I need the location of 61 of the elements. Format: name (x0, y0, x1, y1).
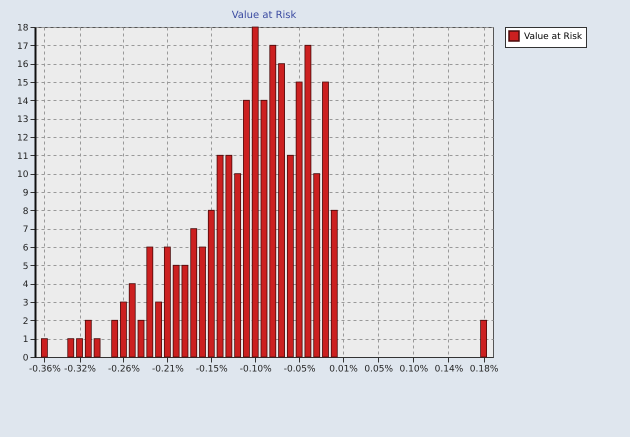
bar (278, 63, 285, 358)
y-tick-label: 17 (17, 42, 28, 52)
bar (94, 338, 100, 358)
y-tick-label: 11 (17, 152, 28, 162)
y-tick-label: 18 (17, 24, 29, 34)
bar (216, 154, 224, 358)
bar (164, 246, 171, 358)
y-tick-label: 14 (17, 96, 29, 107)
x-tick-label: -0.26% (108, 364, 140, 374)
x-tick-label: 0.01% (329, 364, 358, 374)
y-tick-label: 13 (17, 115, 28, 126)
y-tick-label: 7 (22, 225, 28, 236)
bar (120, 302, 127, 358)
y-tick-label: 5 (22, 262, 28, 272)
bar (182, 264, 188, 358)
x-tick-label: 0.10% (400, 364, 429, 374)
bar (260, 100, 268, 358)
bar (322, 82, 329, 358)
bar (330, 210, 338, 358)
y-tick-label: 3 (22, 298, 28, 308)
bar (199, 246, 206, 358)
x-tick-label: 0.18% (470, 364, 499, 374)
bar (480, 320, 488, 358)
x-tick-label: -0.05% (284, 364, 316, 374)
bar (304, 44, 312, 358)
x-tick-label: -0.10% (240, 364, 272, 374)
bar (269, 44, 276, 358)
x-tick-label: 0.14% (434, 364, 464, 374)
bar (146, 246, 154, 358)
y-tick-label: 12 (17, 134, 28, 144)
y-tick-label: 9 (22, 188, 29, 198)
bar (190, 228, 198, 358)
y-tick-label: 10 (17, 170, 29, 180)
bar (128, 283, 136, 358)
x-tick-label: -0.32% (64, 364, 96, 374)
bar (172, 264, 180, 358)
bar (138, 320, 144, 358)
x-tick-label: -0.21% (152, 364, 184, 374)
bar (155, 302, 162, 358)
y-tick-label: 15 (17, 78, 28, 88)
bar (313, 173, 320, 358)
y-tick-label: 1 (22, 335, 28, 346)
legend-label: Value at Risk (524, 32, 583, 42)
y-tick-label: 4 (22, 280, 29, 290)
bar (208, 210, 215, 358)
y-tick-label: 6 (22, 244, 29, 254)
bar (252, 26, 259, 358)
bar (111, 320, 118, 358)
y-tick-label: 16 (17, 60, 29, 70)
y-tick-label: 8 (22, 206, 29, 217)
y-tick-label: 0 (22, 354, 29, 364)
bar (243, 100, 250, 358)
x-tick-label: 0.05% (364, 364, 394, 374)
x-tick-label: -0.36% (28, 364, 62, 374)
bar (40, 338, 48, 358)
bar (67, 338, 74, 358)
bar (84, 320, 92, 358)
bar (76, 338, 83, 358)
x-tick-label: -0.15% (196, 364, 228, 374)
chart-title: Value at Risk (232, 10, 296, 21)
y-tick-label: 2 (22, 316, 28, 327)
